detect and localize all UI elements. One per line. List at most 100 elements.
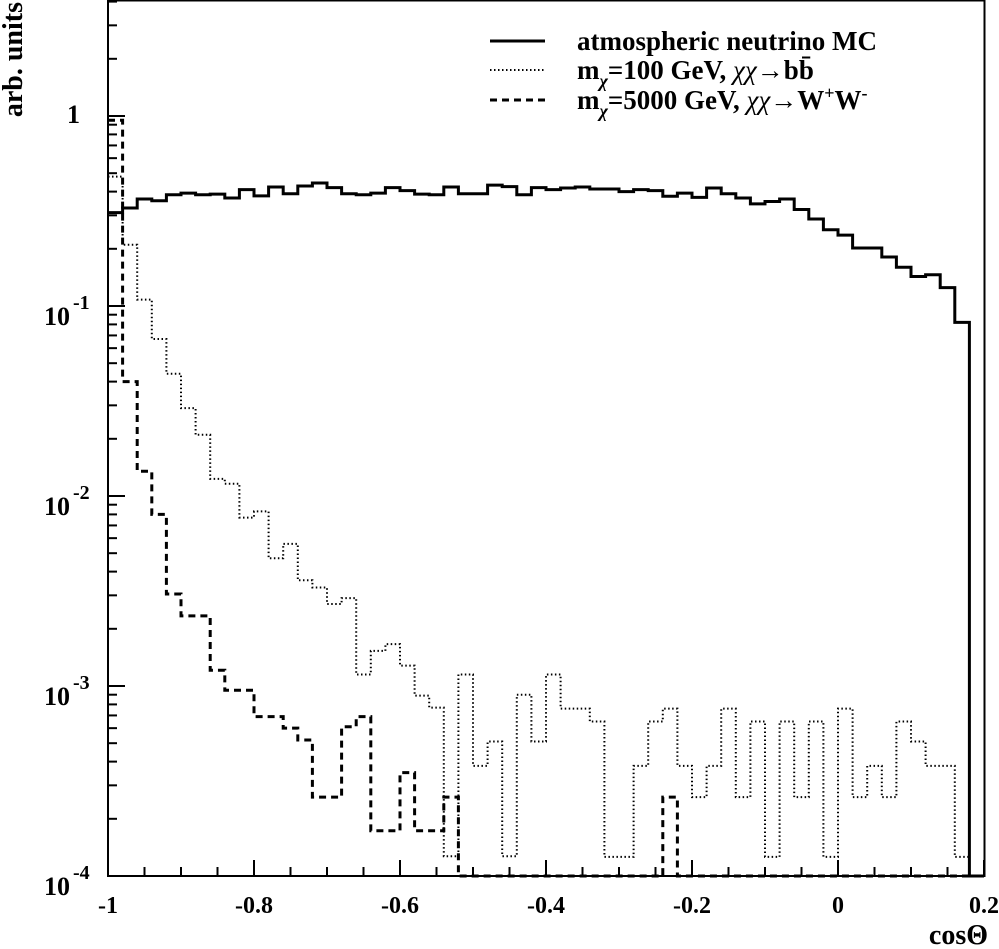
legend-text-part: m <box>577 55 600 85</box>
histogram-bin <box>765 201 780 876</box>
y-tick-label-exponent: -1 <box>73 292 90 314</box>
histogram-bin <box>239 690 254 876</box>
histogram-bin <box>225 198 240 876</box>
histogram-bin <box>342 194 357 876</box>
legend-text-part: W <box>835 85 862 115</box>
legend-text-part: χχ <box>730 55 758 85</box>
histogram-bin <box>590 189 605 876</box>
x-tick-label: -1 <box>98 893 118 919</box>
histogram-bin <box>809 219 824 876</box>
y-tick-label-base: 10 <box>44 302 70 331</box>
histogram-bin <box>575 709 590 876</box>
histogram-bin <box>415 696 430 876</box>
histogram-bin <box>794 797 809 876</box>
histogram-bin <box>896 722 911 876</box>
histogram-bin <box>750 722 765 876</box>
histogram-bin <box>575 187 590 876</box>
legend-text-part: χ <box>597 71 609 91</box>
histogram-bin <box>108 213 123 876</box>
series-solid <box>108 181 984 878</box>
x-tick-labels: -1 -0.8 -0.6 -0.4 -0.2 0 0.2 <box>98 893 999 919</box>
x-tick-label: -0.2 <box>673 893 711 919</box>
legend-text-part: χ <box>597 101 609 121</box>
histogram-bin <box>765 857 780 876</box>
histogram-bin <box>488 742 503 876</box>
y-tick-label-exponent: -4 <box>73 862 90 884</box>
histogram-bin <box>590 722 605 876</box>
histogram-bin <box>721 194 736 876</box>
histogram-bin <box>531 188 546 876</box>
histogram-bin <box>371 651 386 876</box>
histogram-bin <box>312 797 327 876</box>
histogram-bin <box>152 201 167 876</box>
histogram-bin <box>108 120 123 876</box>
x-tick-label: 0 <box>832 893 844 919</box>
histogram-bin <box>780 199 795 876</box>
series-dashed <box>108 118 984 878</box>
histogram-bin <box>809 722 824 876</box>
histogram-bin <box>283 544 298 876</box>
histogram-bin <box>327 797 342 876</box>
series-line <box>108 175 984 877</box>
histogram-bin <box>458 674 473 876</box>
histogram-bin <box>444 856 459 876</box>
histogram-bin <box>940 288 955 876</box>
histogram-bin <box>371 831 386 876</box>
histogram-bin <box>181 408 196 876</box>
legend-text-part: m <box>577 85 600 115</box>
histogram-bin <box>619 857 634 876</box>
x-tick-label: -0.4 <box>527 893 565 919</box>
histogram-bin <box>867 766 882 876</box>
y-tick-label-exponent: -2 <box>73 482 90 504</box>
histogram-bin <box>166 195 181 876</box>
histogram-bin <box>955 322 970 876</box>
histogram-bin <box>254 196 269 876</box>
histogram-bin <box>677 766 692 876</box>
histogram-bin <box>604 189 619 876</box>
legend-entry-label: mχ=100 GeV, χχ→bb̄ <box>577 55 814 91</box>
histogram-bin <box>619 192 634 876</box>
histogram-bin <box>181 193 196 876</box>
histogram-bin <box>312 183 327 876</box>
histogram-series <box>108 118 984 878</box>
histogram-bin <box>531 742 546 876</box>
histogram-bin <box>283 194 298 876</box>
histogram-bin <box>677 193 692 876</box>
histogram-bin <box>838 235 853 876</box>
histogram-bin <box>356 195 371 876</box>
histogram-bin <box>239 190 254 876</box>
x-tick-label: -0.6 <box>381 893 419 919</box>
histogram-bin <box>911 276 926 876</box>
histogram-bin <box>823 857 838 876</box>
histogram-bin <box>166 594 181 876</box>
histogram-bin <box>342 727 357 876</box>
legend-entry-label: atmospheric neutrino MC <box>577 26 877 56</box>
histogram-bin <box>254 717 269 876</box>
histogram-bin <box>546 674 561 876</box>
histogram-bin <box>327 604 342 876</box>
histogram-bin <box>940 766 955 876</box>
histogram-bin <box>123 382 138 876</box>
histogram-bin <box>327 188 342 876</box>
histogram-bin <box>882 257 897 876</box>
histogram-bin <box>429 708 444 876</box>
histogram-bin <box>429 195 444 876</box>
histogram-bin <box>166 374 181 876</box>
histogram-bin <box>400 666 415 876</box>
histogram-bin <box>561 188 576 876</box>
legend-text-part: χχ <box>744 85 772 115</box>
legend-text-part: atmospheric neutrino MC <box>577 26 877 56</box>
histogram-bin <box>385 831 400 876</box>
histogram-bin <box>210 670 225 876</box>
histogram-bin <box>444 187 459 876</box>
histogram-bin <box>356 717 371 876</box>
x-tick-label: 0.2 <box>969 893 999 919</box>
histogram-bin <box>604 857 619 876</box>
histogram-bin <box>312 587 327 876</box>
y-tick-label-exponent: -3 <box>73 672 90 694</box>
histogram-bin <box>225 484 240 876</box>
histogram-bin <box>750 204 765 876</box>
y-axis-label: arb. units <box>0 2 29 117</box>
histogram-bin <box>517 195 532 876</box>
